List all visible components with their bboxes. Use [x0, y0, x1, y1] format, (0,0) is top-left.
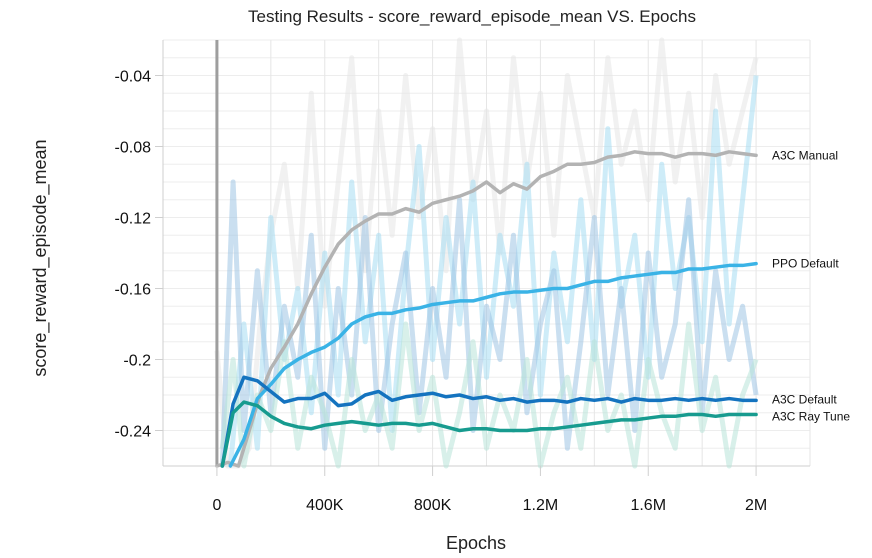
x-tick-label: 800K — [414, 497, 452, 514]
series-label-a3c-ray-tune: A3C Ray Tune — [772, 410, 850, 424]
series-label-a3c-default: A3C Default — [772, 392, 837, 406]
x-tick-label: 1.2M — [523, 497, 559, 514]
y-tick-label: -0.2 — [123, 353, 151, 370]
x-axis-title: Epochs — [446, 533, 506, 553]
line-ppo-default — [228, 261, 758, 468]
y-axis-title: score_reward_episode_mean — [30, 139, 51, 376]
series-labels: A3C Manual PPO Default A3C Default A3C Ray … — [772, 148, 850, 423]
y-axis-ticks: -0.24 -0.2 -0.16 -0.12 -0.08 -0.04 — [115, 69, 163, 441]
x-tick-label: 2M — [745, 497, 767, 514]
series-label-ppo-default: PPO Default — [772, 257, 839, 271]
x-axis-ticks: 0 400K 800K 1.2M 1.6M 2M — [212, 466, 767, 514]
grid — [162, 39, 811, 467]
chart-title: Testing Results - score_reward_episode_m… — [248, 7, 696, 26]
raw-line-a3c-default — [219, 179, 759, 467]
x-tick-label: 400K — [306, 497, 344, 514]
raw-series-layer — [214, 37, 759, 469]
y-tick-label: -0.04 — [115, 69, 152, 86]
line-a3c-ray-tune — [220, 400, 758, 468]
y-tick-label: -0.16 — [115, 282, 152, 299]
raw-line-a3c-ray-tune — [219, 321, 759, 469]
series-label-a3c-manual: A3C Manual — [772, 148, 838, 162]
y-tick-label: -0.12 — [115, 211, 152, 228]
x-tick-label: 1.6M — [630, 497, 666, 514]
raw-line-a3c-manual — [214, 37, 759, 469]
line-a3c-manual — [215, 150, 758, 468]
x-tick-label: 0 — [212, 497, 221, 514]
smoothed-series-layer — [215, 150, 758, 468]
line-a3c-default — [220, 375, 758, 468]
y-tick-label: -0.24 — [115, 424, 152, 441]
y-tick-label: -0.08 — [115, 140, 152, 157]
